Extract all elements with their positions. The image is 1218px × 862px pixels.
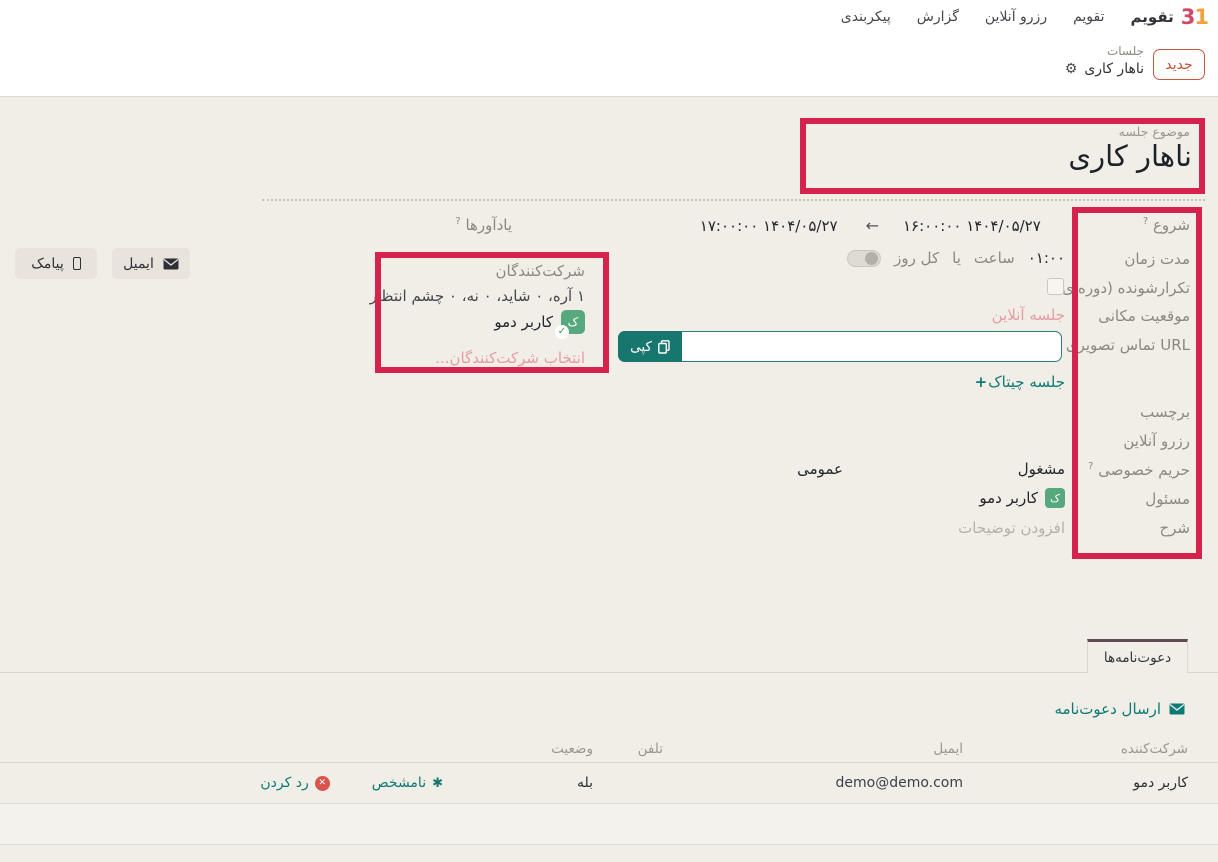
decline-button[interactable]: ✕ رد کردن	[260, 775, 330, 791]
duration-row: ۰۱:۰۰ ساعت یا کل روز	[847, 249, 1065, 267]
description-label: شرح	[1159, 519, 1190, 537]
date-row: ۱۴۰۴/۰۵/۲۷ ۱۶:۰۰:۰۰ ← ۱۴۰۴/۰۵/۲۷ ۱۷:۰۰:۰…	[700, 216, 1065, 235]
menu-report[interactable]: گزارش	[916, 8, 959, 25]
toggle-knob	[865, 251, 879, 265]
reminders-help-icon: ?	[455, 216, 461, 227]
attendee-tag[interactable]: ک ✓ کاربر دمو	[494, 310, 585, 339]
tab-invitations[interactable]: دعوت‌نامه‌ها	[1087, 639, 1188, 673]
allday-toggle[interactable]	[847, 249, 882, 267]
email-button[interactable]: ایمیل	[112, 248, 190, 279]
send-envelope-icon	[1169, 703, 1185, 715]
meeting-subject-input[interactable]: ناهار کاری	[1068, 139, 1192, 173]
uncertain-label: نامشخص	[371, 775, 427, 791]
start-label: شروع ?	[1142, 216, 1190, 234]
copy-icon	[657, 339, 670, 354]
sms-button[interactable]: پیامک	[15, 248, 97, 279]
mobile-phone-icon	[72, 257, 81, 270]
chitaak-meeting-link[interactable]: جلسه چیتاک +	[975, 373, 1065, 391]
header-attendee[interactable]: شرکت‌کننده	[1120, 740, 1188, 757]
calendar-31-icon: 31	[1180, 4, 1209, 29]
online-booking-label: رزرو آنلاین	[1123, 432, 1190, 450]
cell-attendee: کاربر دمو	[1133, 775, 1188, 791]
header-status[interactable]: وضعیت	[551, 740, 593, 757]
breadcrumb-meetings[interactable]: جلسات	[1106, 44, 1144, 58]
plus-icon: +	[974, 373, 988, 391]
meeting-subject-label: موضوع جلسه	[1118, 124, 1190, 139]
new-button[interactable]: جدید	[1153, 49, 1205, 80]
privacy-row: مشغول عمومی	[797, 460, 1065, 478]
attendees-label: شرکت‌کنندگان	[495, 262, 585, 280]
email-button-label: ایمیل	[123, 255, 154, 271]
privacy-label: حریم خصوصی ?	[1088, 461, 1190, 479]
description-input[interactable]: افزودن توضیحات	[958, 519, 1065, 537]
table-header-border	[0, 762, 1218, 763]
recurrent-label: تکرارشونده (دوره‌ای)	[1056, 279, 1190, 297]
chitaak-link-label: جلسه چیتاک	[988, 373, 1065, 391]
envelope-icon	[163, 258, 179, 270]
menu-configuration[interactable]: پیکربندی	[840, 8, 891, 25]
cell-email: demo@demo.com	[835, 775, 963, 791]
top-navbar: 31 تقویم تقویم رزرو آنلاین گزارش پیکربند…	[0, 0, 1218, 33]
privacy-help-icon: ?	[1088, 461, 1094, 472]
invitations-table-header: شرکت‌کننده ایمیل تلفن وضعیت	[0, 735, 1218, 762]
attendee-tag-name: کاربر دمو	[494, 313, 553, 331]
attendees-stats: ۱ آره، ۰ شاید، ۰ نه، ۰ چشم انتظار	[369, 287, 585, 305]
or-label: یا	[952, 249, 961, 267]
cell-actions: ✱ نامشخص ✕ رد کردن	[15, 775, 463, 791]
notebook-border	[0, 672, 1218, 673]
location-label: موقعیت مکانی	[1098, 307, 1190, 325]
allday-label: کل روز	[894, 249, 940, 267]
table-row[interactable]: کاربر دمو demo@demo.com بله ✱ نامشخص ✕ ر…	[0, 763, 1218, 803]
menu-calendar[interactable]: تقویم	[1073, 8, 1105, 25]
breadcrumb-current-label: ناهار کاری	[1084, 61, 1144, 77]
location-input[interactable]: جلسه آنلاین	[991, 306, 1065, 324]
organizer-label: مسئول	[1145, 490, 1190, 508]
recurrent-checkbox[interactable]	[1047, 278, 1064, 295]
videocall-url-input[interactable]: کپی	[618, 331, 1062, 362]
organizer-tag[interactable]: ک کاربر دمو	[979, 488, 1065, 508]
start-datetime-input[interactable]: ۱۴۰۴/۰۵/۲۷ ۱۶:۰۰:۰۰	[903, 216, 1041, 235]
table-empty-row[interactable]	[0, 804, 1218, 844]
organizer-name: کاربر دمو	[979, 489, 1038, 507]
control-panel: جدید جلسات ناهار کاری ⚙	[0, 33, 1218, 97]
app-brand[interactable]: 31 تقویم	[1130, 4, 1209, 29]
cell-status: بله	[576, 775, 593, 791]
arrow-left-icon: ←	[865, 216, 879, 235]
duration-input[interactable]: ۰۱:۰۰	[1027, 249, 1065, 267]
accepted-check-icon: ✓	[555, 325, 569, 339]
header-email[interactable]: ایمیل	[933, 740, 963, 757]
decline-label: رد کردن	[260, 775, 309, 791]
privacy-select[interactable]: عمومی	[797, 460, 843, 478]
breadcrumb-current: ناهار کاری ⚙	[1065, 59, 1144, 80]
copy-button[interactable]: کپی	[618, 331, 682, 362]
uncertain-button[interactable]: ✱ نامشخص	[372, 775, 443, 791]
decline-x-icon: ✕	[314, 775, 330, 791]
menu-online-booking[interactable]: رزرو آنلاین	[984, 8, 1048, 25]
videocall-url-label: URL تماس تصویری	[1065, 336, 1190, 354]
breadcrumb: جلسات ناهار کاری ⚙	[1065, 44, 1144, 80]
gear-icon[interactable]: ⚙	[1064, 61, 1078, 77]
send-invitation-label: ارسال دعوت‌نامه	[1054, 700, 1161, 718]
send-invitation-button[interactable]: ارسال دعوت‌نامه	[1054, 700, 1185, 718]
tags-label: برچسب	[1140, 403, 1190, 421]
end-datetime-input[interactable]: ۱۴۰۴/۰۵/۲۷ ۱۷:۰۰:۰۰	[699, 216, 838, 235]
show-as-select[interactable]: مشغول	[1017, 460, 1065, 478]
table-bottom-border	[0, 844, 1218, 845]
app-name: تقویم	[1130, 7, 1174, 26]
start-help-icon: ?	[1142, 216, 1149, 227]
asterisk-icon: ✱	[432, 775, 443, 791]
header-phone[interactable]: تلفن	[637, 740, 663, 757]
sms-button-label: پیامک	[31, 255, 64, 271]
duration-unit-label: ساعت	[973, 249, 1015, 267]
duration-label: مدت زمان	[1124, 250, 1190, 268]
organizer-avatar: ک	[1045, 488, 1065, 508]
title-separator	[262, 199, 1205, 201]
table-row-border	[0, 803, 1218, 804]
attendees-select-input[interactable]: انتخاب شرکت‌کنندگان...	[435, 349, 585, 367]
reminders-label: یادآورها ?	[455, 216, 512, 234]
copy-button-label: کپی	[630, 338, 652, 355]
attendee-avatar: ک ✓	[555, 310, 585, 339]
